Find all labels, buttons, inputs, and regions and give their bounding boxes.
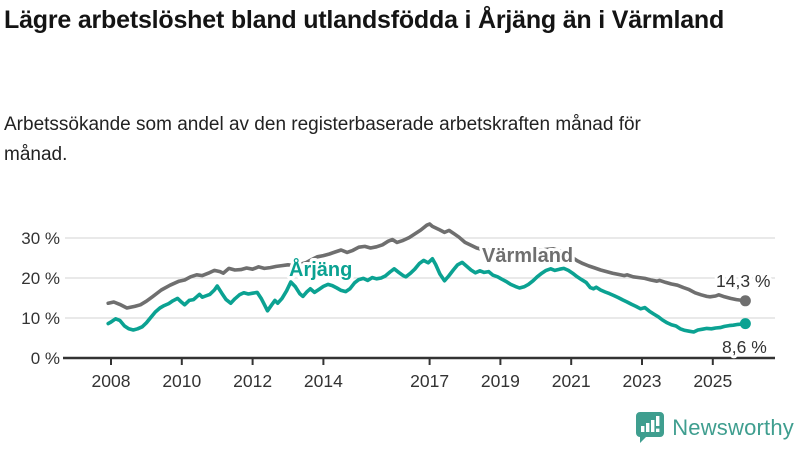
unemployment-line-chart: 0 % 10 % 20 % 30 % 2008 2010 2012 2014 2017 2019 2… [21, 222, 775, 391]
x-tick-label-2023: 2023 [623, 371, 662, 391]
y-tick-label-10: 10 % [21, 309, 60, 328]
x-tick-label-2025: 2025 [693, 371, 732, 391]
x-tick-label-2010: 2010 [162, 371, 201, 391]
line-varmland [106, 222, 748, 310]
page-title: Lägre arbetslöshet bland utlandsfödda i … [4, 6, 725, 34]
line-arjang [106, 257, 748, 334]
series-label-arjang: Årjäng [289, 257, 352, 281]
end-dot-arjang [739, 318, 751, 330]
x-tick-label-2012: 2012 [233, 371, 272, 391]
series-label-varmland: Värmland [482, 245, 573, 267]
end-value-label-arjang: 8,6 % [722, 337, 767, 357]
x-tick-label-2021: 2021 [552, 371, 591, 391]
x-tick-label-2008: 2008 [92, 371, 131, 391]
y-tick-label-30: 30 % [21, 229, 60, 248]
newsworthy-logo[interactable]: Newsworthy [635, 411, 794, 445]
y-tick-label-0: 0 % [31, 349, 60, 368]
end-value-label-varmland: 14,3 % [716, 271, 770, 291]
x-tick-label-2014: 2014 [304, 371, 343, 391]
x-tick-label-2019: 2019 [481, 371, 520, 391]
page-subtitle: Arbetssökande som andel av den registerb… [4, 114, 641, 165]
newsworthy-wordmark: Newsworthy [672, 415, 794, 440]
newsworthy-icon [636, 412, 665, 443]
end-dot-varmland [739, 295, 751, 307]
x-tick-label-2017: 2017 [410, 371, 449, 391]
y-tick-label-20: 20 % [21, 269, 60, 288]
